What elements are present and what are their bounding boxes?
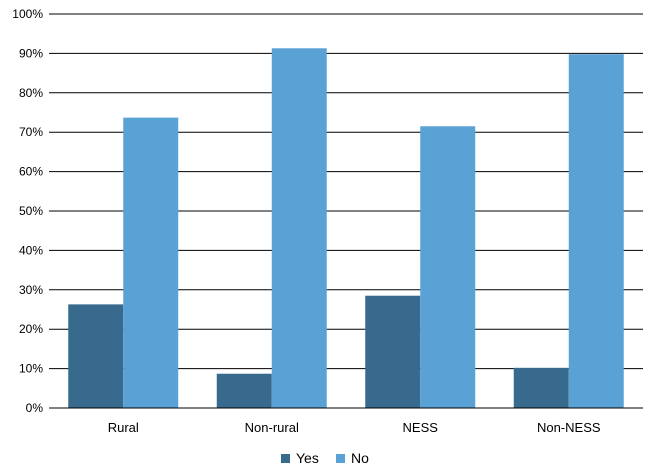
- bar-yes-ness: [365, 295, 421, 408]
- bar-no-non-ness: [568, 54, 624, 409]
- bar-no-ness: [420, 126, 476, 408]
- legend-swatch-yes: [281, 454, 290, 463]
- x-category-label: NESS: [403, 420, 439, 435]
- y-tick-label: 80%: [19, 86, 43, 100]
- x-axis-categories: Rural Non-rural NESS Non-NESS: [108, 420, 601, 435]
- bars: [68, 48, 624, 409]
- x-category-label: Non-NESS: [537, 420, 601, 435]
- bar-yes-rural: [68, 304, 124, 408]
- y-tick-label: 60%: [19, 165, 43, 179]
- y-tick-label: 0%: [26, 401, 44, 415]
- legend-label-no: No: [351, 450, 369, 466]
- y-axis-ticks: 0% 10% 20% 30% 40% 50% 60% 70% 80% 90% 100%: [12, 7, 43, 415]
- y-tick-label: 10%: [19, 362, 43, 376]
- x-category-label: Non-rural: [245, 420, 299, 435]
- bar-no-rural: [123, 117, 179, 408]
- x-category-label: Rural: [108, 420, 139, 435]
- y-tick-label: 100%: [12, 7, 43, 21]
- y-tick-label: 50%: [19, 204, 43, 218]
- bar-yes-non-ness: [513, 367, 569, 408]
- y-tick-label: 20%: [19, 322, 43, 336]
- y-tick-label: 70%: [19, 125, 43, 139]
- y-tick-label: 30%: [19, 283, 43, 297]
- bar-yes-non-rural: [216, 373, 272, 408]
- legend-swatch-no: [336, 454, 345, 463]
- legend-label-yes: Yes: [296, 450, 319, 466]
- y-tick-label: 40%: [19, 243, 43, 257]
- y-tick-label: 90%: [19, 46, 43, 60]
- legend: Yes No: [281, 450, 369, 466]
- bar-no-non-rural: [271, 48, 327, 408]
